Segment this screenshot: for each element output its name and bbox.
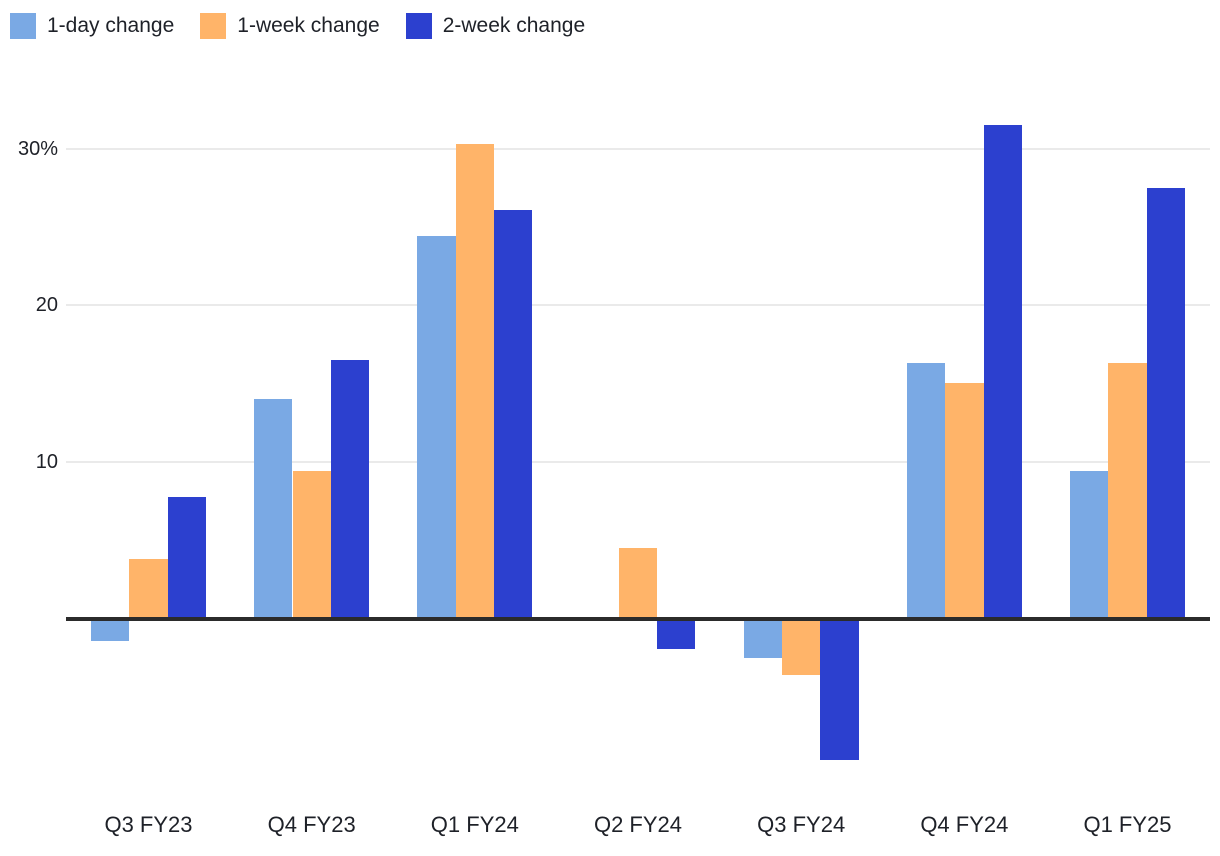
gridline (66, 304, 1210, 306)
bar-2-week-change-q4-fy24 (983, 125, 1022, 618)
x-axis-category-label: Q3 FY24 (757, 812, 846, 837)
bar-1-week-change-q1-fy25 (1108, 362, 1147, 618)
x-axis-category-label: Q1 FY25 (1083, 812, 1172, 837)
legend-item-1-week-change: 1-week change (200, 13, 380, 39)
bar-1-week-change-q3-fy23 (129, 558, 168, 618)
bar-1-week-change-q2-fy24 (618, 547, 658, 618)
bar-1-week-change-q4-fy24 (945, 383, 984, 618)
bar-2-week-change-q3-fy24 (820, 621, 859, 760)
x-axis-category-label: Q4 FY23 (267, 812, 356, 837)
bar-2-week-change-q4-fy23 (330, 359, 370, 618)
x-axis-category-label: Q1 FY24 (430, 812, 519, 837)
x-axis-zero-line (66, 617, 1210, 621)
chart-legend: 1-day change 1-week change 2-week change (10, 13, 585, 39)
bar-1-week-change-q4-fy23 (292, 470, 331, 618)
x-axis-category-label: Q4 FY24 (920, 812, 1009, 837)
bar-1-day-change-q4-fy24 (906, 362, 946, 618)
bar-1-day-change-q3-fy24 (743, 621, 782, 659)
y-axis-tick-label: 30% (17, 137, 58, 160)
bar-1-day-change-q1-fy25 (1070, 470, 1109, 618)
legend-label: 1-week change (237, 14, 380, 37)
bar-2-week-change-q1-fy24 (494, 209, 533, 618)
bar-1-day-change-q3-fy23 (91, 621, 130, 641)
x-axis-category-label: Q2 FY24 (593, 812, 683, 837)
legend-swatch-icon (405, 13, 432, 39)
legend-label: 1-day change (47, 14, 175, 37)
bar-1-day-change-q1-fy24 (417, 236, 456, 618)
bar-2-week-change-q3-fy23 (167, 497, 206, 618)
bar-2-week-change-q2-fy24 (657, 621, 696, 649)
legend-label: 2-week change (442, 14, 586, 37)
y-axis-tick-label: 10 (35, 450, 58, 473)
y-axis-tick-label: 20 (35, 294, 58, 316)
bar-1-day-change-q4-fy23 (254, 398, 293, 618)
legend-item-2-week-change: 2-week change (405, 13, 586, 39)
legend-swatch-icon (10, 13, 36, 39)
legend-item-1-day-change: 1-day change (10, 13, 174, 39)
bar-1-week-change-q3-fy24 (782, 621, 821, 676)
gridline (66, 460, 1210, 463)
x-axis-category-label: Q3 FY23 (104, 812, 193, 837)
legend-swatch-icon (200, 13, 227, 39)
bar-2-week-change-q1-fy25 (1146, 187, 1185, 618)
bar-1-week-change-q1-fy24 (455, 143, 494, 618)
gridline (66, 147, 1210, 150)
